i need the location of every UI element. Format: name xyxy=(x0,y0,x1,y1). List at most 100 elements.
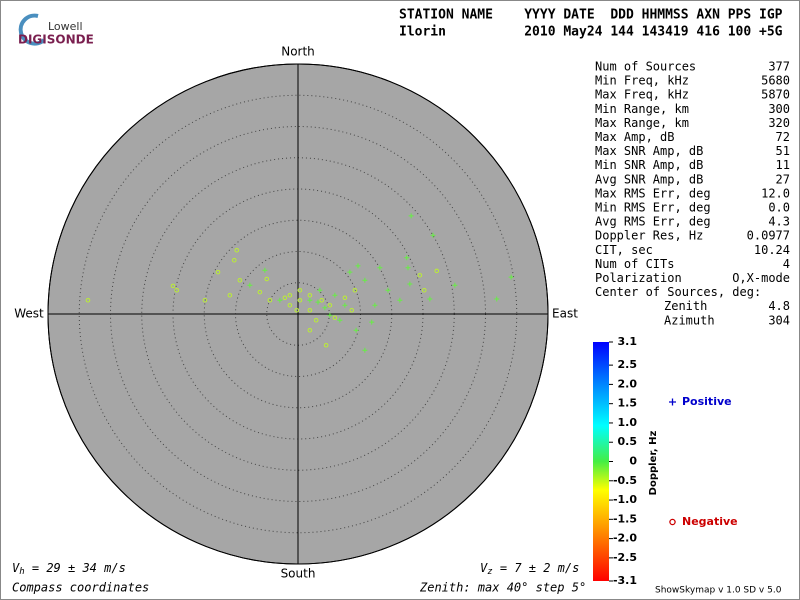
header-values: Ilorin 2010 May24 144 143419 416 100 +5G xyxy=(399,25,783,40)
stat-value: 5870 xyxy=(761,88,790,102)
stat-label: Center of Sources, deg: xyxy=(595,285,761,299)
stat-label: Min Freq, kHz xyxy=(595,74,689,88)
negative-point xyxy=(352,287,358,293)
colorbar-tick-label: 0.5 xyxy=(618,435,638,448)
negative-point xyxy=(215,269,221,275)
stat-value: 300 xyxy=(768,102,790,116)
negative-point xyxy=(85,297,91,303)
colorbar-tick-label: -1.0 xyxy=(613,493,637,506)
stat-value: 51 xyxy=(776,144,790,158)
logo-swoosh xyxy=(18,13,46,46)
stat-value: 0.0977 xyxy=(747,229,790,243)
logo-top: Lowell xyxy=(48,20,83,33)
zenith-note: Zenith: max 40° step 5° xyxy=(419,581,586,595)
positive-point xyxy=(369,319,375,325)
stat-value: O,X-mode xyxy=(732,271,790,285)
negative-point xyxy=(170,283,176,289)
stat-label: Num of Sources xyxy=(595,60,696,74)
stat-value: 320 xyxy=(768,116,790,130)
negative-point xyxy=(257,289,263,295)
positive-point xyxy=(377,265,383,271)
negative-point xyxy=(307,292,313,298)
stat-value: 72 xyxy=(776,130,790,144)
stat-label: Min RMS Err, deg xyxy=(595,201,711,215)
stat-value: 377 xyxy=(768,60,790,74)
colorbar-tick-label: -0.5 xyxy=(613,474,637,487)
positive-point xyxy=(427,296,433,302)
stat-label: Max Freq, kHz xyxy=(595,88,689,102)
colorbar-tick-label: 2.0 xyxy=(618,377,638,390)
colorbar-tick-label: -2.5 xyxy=(613,551,637,564)
positive-point xyxy=(408,213,414,219)
positive-point xyxy=(342,302,348,308)
positive-point xyxy=(337,317,343,323)
positive-point xyxy=(307,297,313,303)
positive-point xyxy=(404,255,410,261)
positive-point xyxy=(385,287,391,293)
colorbar xyxy=(593,342,609,581)
negative-point xyxy=(307,307,313,313)
negative-point xyxy=(342,295,348,301)
positive-point xyxy=(355,263,361,269)
colorbar-tick-label: 0 xyxy=(629,455,637,468)
positive-point xyxy=(277,297,283,303)
colorbar-tick-label: 2.5 xyxy=(618,358,638,371)
colorbar-tick-label: 1.0 xyxy=(618,416,638,429)
stat-label: Max Amp, dB xyxy=(595,130,674,144)
colorbar-tick-label: -2.0 xyxy=(613,532,637,545)
stat-value: 12.0 xyxy=(761,186,790,200)
stat-label: Max SNR Amp, dB xyxy=(595,144,703,158)
colorbar-tick-label: -3.1 xyxy=(613,574,637,587)
positive-point xyxy=(347,269,353,275)
stat-label: CIT, sec xyxy=(595,243,653,257)
negative-point xyxy=(202,297,208,303)
negative-point xyxy=(282,295,288,301)
positive-point xyxy=(494,296,500,302)
stat-label: Max RMS Err, deg xyxy=(595,186,711,200)
positive-point xyxy=(405,265,411,271)
east-label: East xyxy=(552,307,578,321)
positive-point xyxy=(407,281,413,287)
stat-value: 4.8 xyxy=(768,299,790,313)
stats-table: Num of Sources 377 Min Freq, kHz 5680 Max Fr… xyxy=(595,60,790,328)
stat-label: Min Range, km xyxy=(595,102,689,116)
stat-label: Zenith xyxy=(664,299,707,313)
north-label: North xyxy=(281,45,315,59)
negative-point xyxy=(417,272,423,278)
stat-label: Doppler Res, Hz xyxy=(595,229,703,243)
positive-point xyxy=(508,274,514,280)
positive-point xyxy=(332,292,338,298)
footer: ShowSkymap v 1.0 SD v 5.0 xyxy=(655,586,782,596)
colorbar-tick-label: -1.5 xyxy=(613,512,637,525)
stat-value: 304 xyxy=(768,313,790,327)
stat-label: Azimuth xyxy=(664,313,715,327)
legend-label: Positive xyxy=(682,395,732,408)
stat-label: Num of CITs xyxy=(595,257,674,271)
stat-label: Max Range, km xyxy=(595,116,689,130)
positive-point xyxy=(327,312,333,318)
west-label: West xyxy=(14,307,44,321)
stat-label: Min SNR Amp, dB xyxy=(595,158,703,172)
stat-label: Avg SNR Amp, dB xyxy=(595,172,703,186)
stat-value: 4.3 xyxy=(768,215,790,229)
header-labels: STATION NAME YYYY DATE DDD HHMMSS AXN PP… xyxy=(399,8,783,23)
negative-point xyxy=(421,287,427,293)
south-label: South xyxy=(281,567,316,581)
colorbar-label: Doppler, Hz xyxy=(648,431,659,496)
positive-point xyxy=(362,347,368,353)
negative-point xyxy=(297,287,303,293)
stat-value: 0.0 xyxy=(768,201,790,215)
colorbar-tick-label: 1.5 xyxy=(618,397,638,410)
vz-label: Vz = 7 ± 2 m/s xyxy=(480,561,579,577)
stat-value: 4 xyxy=(783,257,790,271)
positive-point xyxy=(362,277,368,283)
negative-point xyxy=(237,277,243,283)
colorbar-tick-label: 3.1 xyxy=(618,335,638,348)
positive-point xyxy=(322,305,328,311)
positive-point xyxy=(353,327,359,333)
stat-label: Polarization xyxy=(595,271,682,285)
negative-point xyxy=(294,307,300,313)
negative-point xyxy=(332,315,338,321)
stat-label: Avg RMS Err, deg xyxy=(595,215,711,229)
